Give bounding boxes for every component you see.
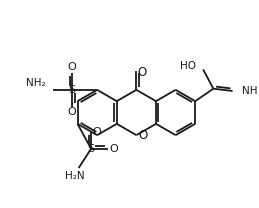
Text: O: O: [138, 66, 147, 79]
Text: O: O: [109, 144, 118, 154]
Text: H₂N: H₂N: [65, 171, 85, 181]
Text: S: S: [88, 144, 95, 154]
Text: O: O: [138, 129, 148, 142]
Text: HO: HO: [179, 61, 196, 71]
Text: O: O: [68, 62, 77, 72]
Text: NH₂: NH₂: [26, 78, 45, 88]
Text: NH: NH: [242, 86, 257, 96]
Text: O: O: [68, 108, 77, 118]
Text: O: O: [92, 127, 101, 137]
Text: S: S: [69, 85, 76, 95]
